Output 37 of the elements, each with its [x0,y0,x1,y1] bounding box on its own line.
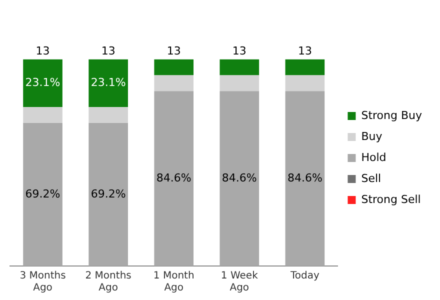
legend-label: Strong Sell [361,192,421,206]
legend-label: Hold [361,150,386,164]
annotation: 13 [36,44,50,58]
bar [220,91,260,266]
bar [23,59,62,108]
data-label: 23.1% [90,76,126,90]
annotation: 13 [101,44,116,58]
bar [285,75,325,92]
bar [88,107,128,123]
data-label: 84.6% [156,171,192,184]
annotation: 13 [166,44,181,58]
data-label: 84.6% [222,171,257,184]
bar [285,59,325,76]
legend-label: Sell [361,172,382,185]
bar [154,75,194,92]
annotation: 13 [232,44,246,58]
bar [220,59,260,76]
annotation: 13 [298,44,312,58]
data-label: 84.6% [287,171,322,184]
x-tick-label: 1 Week Ago [220,270,258,294]
x-tick-label: Today [289,270,320,282]
x-tick-label: 2 Months Ago [85,270,132,294]
data-label: 23.1% [25,76,60,90]
bar [23,107,62,123]
legend-label: Strong Buy [361,108,422,122]
bar [154,91,194,266]
x-tick-label: 3 Months Ago [20,270,66,294]
bar [88,122,128,266]
bar [88,59,128,108]
data-label: 69.2% [25,187,60,200]
legend-label: Buy [361,130,383,143]
bar [23,122,62,266]
bar [220,75,260,92]
bar [154,59,194,76]
bar [285,91,325,266]
x-tick-label: 1 Month Ago [153,270,194,294]
data-label: 69.2% [90,187,126,200]
